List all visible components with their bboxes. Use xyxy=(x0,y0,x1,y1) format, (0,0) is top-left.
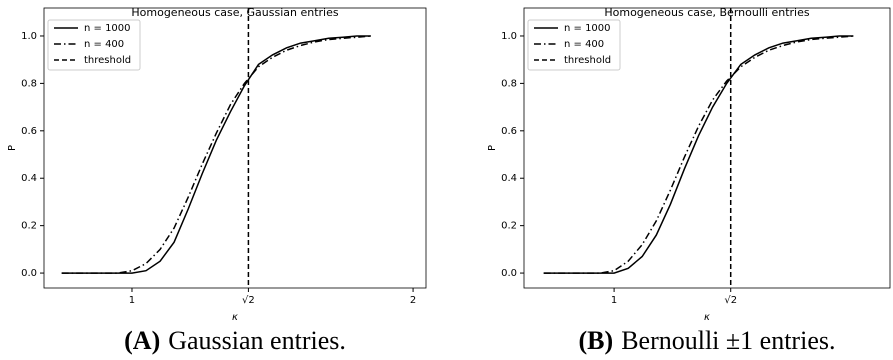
x-axis-label: κ xyxy=(232,312,238,323)
y-tick-label: 0.0 xyxy=(501,268,517,279)
x-axis-label: κ xyxy=(704,312,710,323)
y-axis-label: P xyxy=(487,145,498,151)
legend-label: n = 400 xyxy=(84,39,124,50)
y-axis-label: P xyxy=(7,145,18,151)
x-tick-label: 1 xyxy=(129,295,135,306)
caption-text: Bernoulli ±1 entries. xyxy=(621,326,835,355)
y-tick-label: 0.6 xyxy=(501,126,517,137)
caption-label: (B) xyxy=(579,326,614,355)
legend-label: threshold xyxy=(84,55,131,66)
y-tick-label: 0.8 xyxy=(21,78,37,89)
y-tick-label: 0.0 xyxy=(21,268,37,279)
y-tick-label: 1.0 xyxy=(501,31,517,42)
y-tick-label: 0.8 xyxy=(501,78,517,89)
y-tick-label: 0.4 xyxy=(501,173,517,184)
series-line xyxy=(61,35,371,274)
y-tick-label: 0.2 xyxy=(21,221,37,232)
legend-label: threshold xyxy=(564,55,611,66)
axes-frame xyxy=(43,7,427,289)
x-tick-label: √2 xyxy=(242,295,255,306)
y-tick-label: 0.2 xyxy=(501,221,517,232)
caption-label: (A) xyxy=(124,326,160,355)
axes-frame xyxy=(523,7,891,289)
legend-box xyxy=(527,19,621,71)
legend-label: n = 400 xyxy=(564,39,604,50)
caption: (A) Gaussian entries. xyxy=(124,326,346,355)
series-line xyxy=(543,35,854,274)
caption-text: Gaussian entries. xyxy=(168,326,346,355)
series-line xyxy=(61,35,371,274)
y-tick-label: 1.0 xyxy=(21,31,37,42)
y-tick-label: 0.6 xyxy=(21,126,37,137)
x-tick-label: 1 xyxy=(611,295,617,306)
x-tick-label: 2 xyxy=(410,295,416,306)
chart-title: Homogeneous case, Bernoulli entries xyxy=(604,6,810,19)
chart-title: Homogeneous case, Gaussian entries xyxy=(131,6,339,19)
x-tick-label: √2 xyxy=(724,295,737,306)
legend-box xyxy=(47,19,141,71)
legend-label: n = 1000 xyxy=(564,23,611,34)
legend-label: n = 1000 xyxy=(84,23,131,34)
caption: (B) Bernoulli ±1 entries. xyxy=(579,326,836,355)
y-tick-label: 0.4 xyxy=(21,173,37,184)
series-line xyxy=(543,35,854,274)
